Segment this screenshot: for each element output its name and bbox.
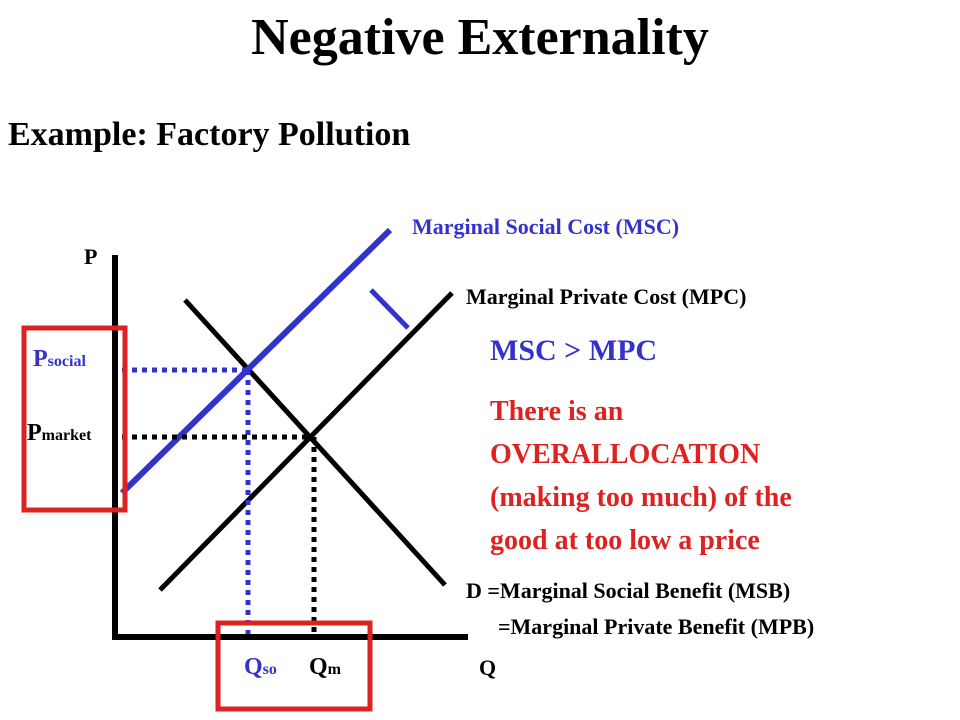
msc-curve: [119, 227, 393, 496]
page-title: Negative Externality: [251, 9, 709, 66]
p-market-label: Pmarket: [27, 420, 91, 447]
note-line-1: There is an: [490, 396, 624, 427]
quantity-highlight-box: [215, 620, 373, 712]
overallocation-note: There is an OVERALLOCATION (making too m…: [490, 390, 792, 562]
comparison-text: MSC > MPC: [490, 334, 658, 367]
mpc-curve: [158, 291, 454, 592]
p-market-sub: market: [41, 427, 92, 444]
y-axis-label: P: [84, 244, 98, 269]
q-m-main: Q: [309, 654, 328, 680]
demand-curve: [183, 298, 447, 587]
shift-arrow: [369, 288, 410, 330]
p-social-label: Psocial: [33, 346, 86, 373]
mpc-label: Marginal Private Cost (MPC): [466, 284, 747, 309]
price-highlight-box: [21, 325, 128, 513]
page-subtitle: Example: Factory Pollution: [8, 116, 411, 153]
demand-label-line2: =Marginal Private Benefit (MPB): [498, 614, 815, 639]
p-market-main: P: [27, 420, 42, 446]
note-line-4: good at too low a price: [490, 525, 760, 556]
note-line-2: OVERALLOCATION: [490, 439, 761, 470]
x-axis-label: Q: [479, 655, 497, 680]
q-m-sub: m: [327, 661, 341, 678]
q-so-sub: so: [262, 661, 277, 678]
q-m-label: Qm: [309, 654, 341, 681]
msc-label: Marginal Social Cost (MSC): [412, 214, 680, 239]
q-so-label: Qso: [244, 654, 277, 681]
p-social-main: P: [33, 346, 48, 372]
note-line-3: (making too much) of the: [490, 482, 792, 513]
p-social-sub: social: [47, 353, 86, 370]
demand-label-line1: D =Marginal Social Benefit (MSB): [466, 578, 791, 603]
q-so-main: Q: [244, 654, 263, 680]
